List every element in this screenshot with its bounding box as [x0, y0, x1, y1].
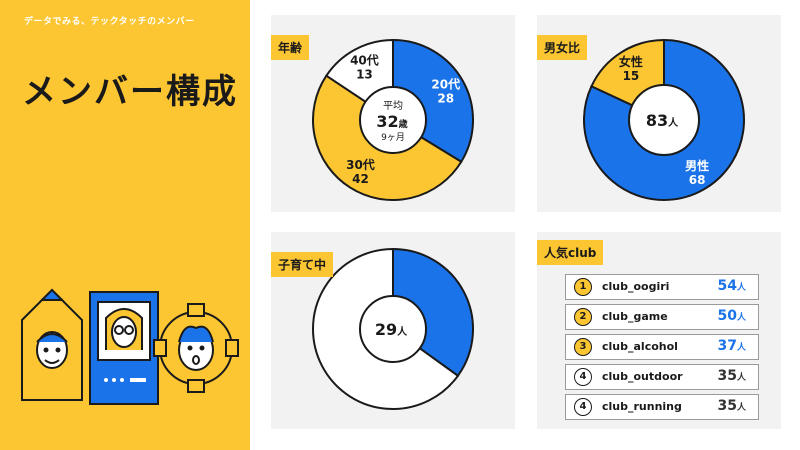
club-count-value: 54: [717, 278, 737, 294]
rank-badge: 2: [574, 308, 592, 326]
club-count-unit: 人: [736, 283, 746, 293]
club-card-title: 人気club: [537, 240, 604, 265]
rank-badge: 4: [574, 368, 592, 386]
club-count-value: 35: [717, 398, 737, 414]
club-name: club_running: [602, 400, 682, 413]
members-illustration: [21, 288, 239, 405]
slice-value-label: 15: [623, 69, 640, 83]
club-count-unit: 人: [736, 313, 746, 323]
center-label: 平均: [383, 100, 403, 112]
parenting-donut-chart: 29人: [312, 247, 474, 410]
club-name: club_outdoor: [602, 370, 683, 383]
slice-value-label: 13: [356, 68, 373, 82]
club-count-unit: 人: [736, 343, 746, 353]
donut-slice: [392, 247, 474, 378]
pencil-character-icon: [21, 288, 83, 401]
slice-value-label: 28: [437, 91, 454, 105]
age-card: 20代 28 30代 42 40代 13 平均 32歳 9ヶ月 年齢: [271, 15, 515, 212]
left-panel: データでみる、テックタッチのメンバー メンバー構成: [0, 0, 250, 450]
table-row: 3 club_alcohol 37人: [565, 334, 759, 360]
center-unit: 人: [668, 116, 679, 129]
rank-badge: 1: [574, 278, 592, 296]
club-ranking-list: 1 club_oogiri 54人 2 club_game 50人 3 club…: [565, 274, 759, 424]
club-name: club_game: [602, 310, 668, 323]
gender-card: 男性 68 女性 15 83人 男女比: [537, 15, 781, 212]
center-unit: 人: [397, 325, 408, 338]
parenting-card: 29人 子育て中: [271, 232, 515, 429]
club-count-unit: 人: [736, 373, 746, 383]
slice-label: 男性: [685, 158, 709, 173]
club-name: club_oogiri: [602, 280, 670, 293]
club-count: 37人: [718, 338, 747, 354]
club-count-value: 35: [717, 368, 737, 384]
club-card: 人気club 1 club_oogiri 54人 2 club_game 50人…: [537, 232, 781, 429]
slice-label: 女性: [619, 54, 643, 69]
club-count: 50人: [718, 308, 747, 324]
club-count: 54人: [718, 278, 747, 294]
club-count: 35人: [718, 368, 747, 384]
table-row: 4 club_outdoor 35人: [565, 364, 759, 390]
club-count-unit: 人: [736, 403, 746, 413]
slice-label: 40代: [350, 53, 379, 68]
slice-value-label: 42: [352, 172, 369, 186]
page-title: メンバー構成: [22, 72, 238, 112]
club-count: 35人: [718, 398, 747, 414]
age-card-title: 年齢: [271, 35, 310, 60]
table-row: 4 club_running 35人: [565, 394, 759, 420]
club-count-value: 37: [717, 338, 737, 354]
center-sub: 9ヶ月: [381, 132, 405, 143]
table-row: 2 club_game 50人: [565, 304, 759, 330]
club-count-value: 50: [717, 308, 737, 324]
slice-value-label: 68: [689, 173, 706, 187]
parenting-card-title: 子育て中: [271, 252, 334, 277]
table-row: 1 club_oogiri 54人: [565, 274, 759, 300]
gear-character-icon: [153, 303, 239, 393]
phone-character-icon: [89, 291, 159, 405]
center-unit: 歳: [398, 118, 408, 130]
club-name: club_alcohol: [602, 340, 678, 353]
donut-center: [628, 84, 700, 156]
right-panel: 20代 28 30代 42 40代 13 平均 32歳 9ヶ月 年齢 男性 68 女性 15 83人 男…: [250, 0, 800, 450]
rank-badge: 3: [574, 338, 592, 356]
gender-card-title: 男女比: [537, 35, 588, 60]
slice-label: 20代: [431, 76, 460, 91]
slice-label: 30代: [346, 157, 375, 172]
donut-center: [359, 86, 427, 154]
donut-center: [359, 295, 427, 363]
rank-badge: 4: [574, 398, 592, 416]
page-subtitle: データでみる、テックタッチのメンバー: [24, 17, 195, 27]
